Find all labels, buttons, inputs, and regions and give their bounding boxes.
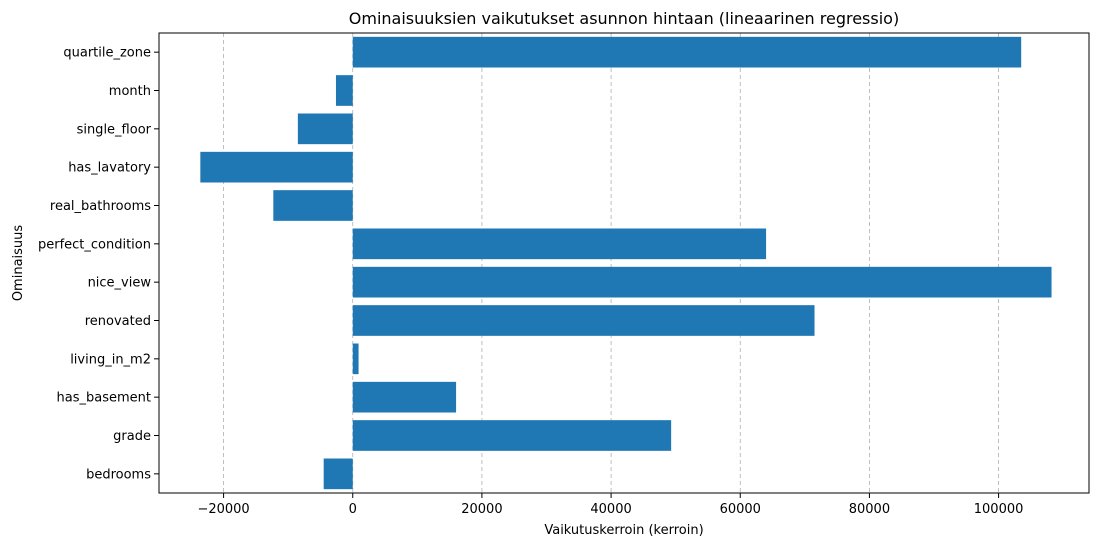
bar-single-floor xyxy=(297,113,353,145)
bar-living-in-m2 xyxy=(352,343,359,375)
y-tick-label: real_bathrooms xyxy=(50,199,151,214)
x-tick-label: 60000 xyxy=(720,502,761,517)
bar-quartile-zone xyxy=(352,36,1022,68)
bar-nice-view xyxy=(352,266,1052,298)
y-tick-label: nice_view xyxy=(88,276,152,291)
y-tick-label: has_lavatory xyxy=(68,161,151,176)
y-tick-label: month xyxy=(109,84,151,99)
x-axis-label: Vaikutuskerroin (kerroin) xyxy=(544,523,703,538)
y-axis-label: Ominaisuus xyxy=(11,225,26,302)
bars xyxy=(200,36,1052,490)
x-axis-ticks: −20000 0 20000 40000 60000 80000 100000 xyxy=(197,493,1023,517)
x-tick-label: 100000 xyxy=(974,502,1024,517)
x-tick-label: 80000 xyxy=(849,502,890,517)
y-tick-label: living_in_m2 xyxy=(70,352,151,367)
bar-bedrooms xyxy=(323,458,353,490)
y-tick-label: renovated xyxy=(85,314,151,329)
bar-month xyxy=(335,75,353,106)
y-tick-label: single_floor xyxy=(77,122,152,137)
x-tick-label: 0 xyxy=(349,502,357,517)
plot-frame xyxy=(158,32,1090,494)
bar-perfect-condition xyxy=(352,228,767,260)
y-tick-label: perfect_condition xyxy=(38,237,151,252)
bar-real-bathrooms xyxy=(273,190,353,221)
bar-has-basement xyxy=(352,381,457,413)
chart-title: Ominaisuuksien vaikutukset asunnon hinta… xyxy=(349,9,899,28)
x-tick-label: −20000 xyxy=(197,502,249,517)
x-tick-label: 20000 xyxy=(461,502,502,517)
x-tick-label: 40000 xyxy=(590,502,631,517)
y-tick-label: bedrooms xyxy=(86,467,151,482)
bar-has-lavatory xyxy=(200,151,353,183)
bar-renovated xyxy=(352,305,815,336)
y-tick-label: grade xyxy=(113,429,151,444)
bar-grade xyxy=(352,420,672,451)
y-tick-label: has_basement xyxy=(57,391,151,406)
y-tick-label: quartile_zone xyxy=(63,46,151,61)
